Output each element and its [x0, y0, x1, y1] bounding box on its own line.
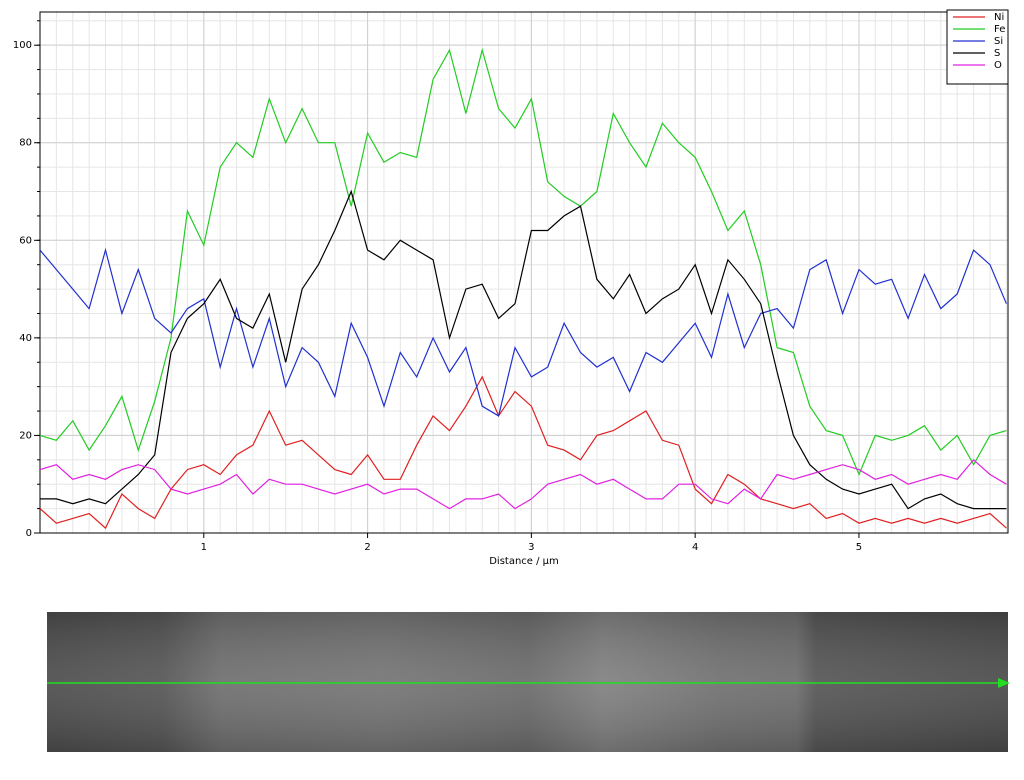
series-line — [39, 47, 1007, 477]
x-tick-label: 4 — [692, 542, 698, 553]
x-tick-label: 3 — [528, 542, 534, 553]
x-tick-label: 1 — [201, 542, 207, 553]
y-tick-label: 100 — [13, 40, 32, 51]
sem-image — [47, 612, 1010, 752]
plot-frame — [39, 11, 1009, 534]
legend-label: Si — [994, 36, 1003, 47]
legend-label: O — [994, 60, 1002, 71]
x-axis-label: Distance / µm — [489, 556, 559, 567]
legend-label: Fe — [994, 24, 1005, 35]
y-tick-label: 80 — [19, 138, 32, 149]
series-line — [39, 375, 1007, 530]
y-tick-label: 0 — [26, 528, 32, 539]
y-tick-label: 40 — [19, 333, 32, 344]
series-line — [39, 458, 1007, 510]
series-line — [40, 189, 1007, 510]
x-tick-label: 5 — [856, 542, 862, 553]
legend-label: Ni — [994, 12, 1004, 23]
scan-arrow — [998, 678, 1010, 688]
y-tick-label: 20 — [19, 430, 32, 441]
legend-box — [946, 9, 1009, 85]
series-line — [39, 247, 1007, 417]
y-tick-label: 60 — [19, 235, 32, 246]
x-tick-label: 2 — [364, 542, 370, 553]
legend-label: S — [994, 48, 1000, 59]
image-shade — [47, 612, 1008, 752]
